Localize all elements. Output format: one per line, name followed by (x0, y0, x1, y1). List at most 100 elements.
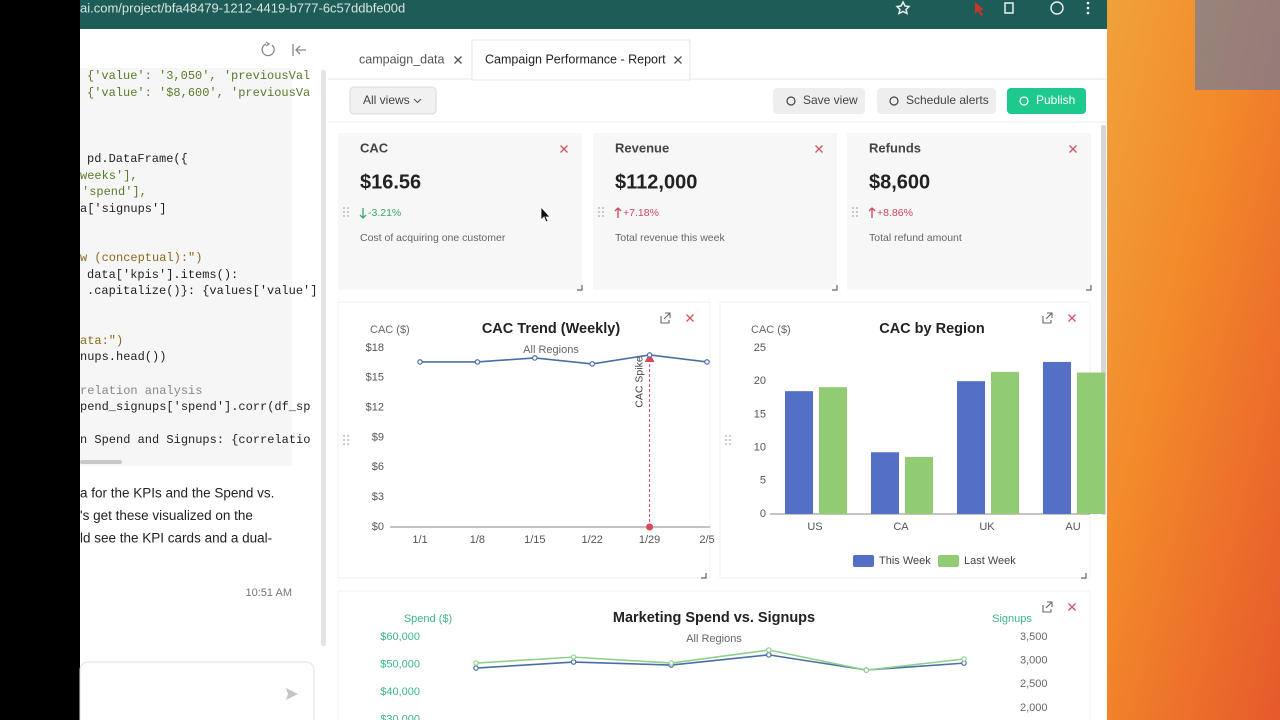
drag-handle[interactable] (343, 215, 345, 217)
resize-handle[interactable] (832, 285, 838, 291)
close-icon[interactable] (1069, 145, 1077, 153)
resize-handle[interactable] (577, 285, 583, 291)
drag-handle[interactable] (725, 439, 727, 441)
series-line (475, 649, 965, 671)
drag-handle[interactable] (598, 215, 600, 217)
drag-handle[interactable] (343, 435, 345, 437)
drag-handle[interactable] (725, 435, 727, 437)
tab[interactable]: campaign_data (359, 52, 445, 66)
drag-handle[interactable] (602, 215, 604, 217)
action-label: Publish (1036, 93, 1075, 107)
x-tick-label: 1/8 (470, 534, 485, 546)
drag-handle[interactable] (598, 207, 600, 209)
drag-handle[interactable] (729, 443, 731, 445)
drag-handle[interactable] (856, 215, 858, 217)
refresh-icon[interactable] (261, 41, 275, 57)
kpi-card (847, 133, 1091, 290)
y-tick-label: $50,000 (380, 658, 420, 670)
point (473, 660, 479, 666)
extension-icon[interactable] (975, 2, 984, 16)
x-tick-label: CA (893, 521, 909, 533)
view-menu[interactable] (349, 86, 437, 115)
y-tick-label: 15 (754, 408, 766, 420)
drag-handle[interactable] (347, 439, 349, 441)
close-icon[interactable] (686, 314, 694, 322)
action-button[interactable] (773, 88, 865, 114)
y-tick-label: 10 (754, 442, 766, 454)
action-button[interactable] (1007, 88, 1086, 114)
bar (819, 387, 847, 514)
drag-handle[interactable] (852, 211, 854, 213)
view-menu-label: All views (363, 93, 410, 107)
drag-handle[interactable] (602, 211, 604, 213)
close-icon[interactable] (815, 145, 823, 153)
action-button[interactable] (877, 88, 996, 114)
drag-handle[interactable] (343, 439, 345, 441)
point (473, 665, 479, 671)
open-icon[interactable] (660, 312, 671, 324)
drag-handle[interactable] (856, 211, 858, 213)
drag-handle[interactable] (347, 211, 349, 213)
drag-handle[interactable] (856, 207, 858, 209)
drag-handle[interactable] (343, 443, 345, 445)
chart-card (337, 590, 1091, 720)
chart-subtitle: All Regions (523, 344, 579, 356)
button-icon (786, 96, 796, 106)
y-tick-label: 2,500 (1020, 678, 1048, 690)
code-line: data['kpis'].items(): (87, 268, 238, 282)
kpi-value: $112,000 (615, 171, 697, 193)
kpi-card (593, 133, 837, 290)
menu-dot[interactable] (1086, 6, 1090, 10)
chat-input[interactable] (79, 661, 315, 720)
y2-axis-label: Signups (992, 613, 1032, 625)
legend-swatch (938, 555, 959, 567)
y-tick-label: $12 (366, 402, 384, 414)
drag-handle[interactable] (343, 211, 345, 213)
resize-handle[interactable] (1081, 573, 1087, 579)
x-tick-label: 1/1 (412, 534, 427, 546)
close-icon[interactable] (674, 56, 682, 64)
drag-handle[interactable] (347, 435, 349, 437)
drag-handle[interactable] (602, 207, 604, 209)
y-tick-label: $9 (372, 431, 384, 443)
kpi-description: Total refund amount (869, 232, 962, 244)
y-tick-label: $6 (372, 461, 384, 473)
panel-scrollbar (321, 70, 326, 646)
open-icon[interactable] (1042, 312, 1053, 324)
collapse-icon[interactable] (292, 44, 306, 56)
drag-handle[interactable] (347, 215, 349, 217)
drag-handle[interactable] (347, 443, 349, 445)
drag-handle[interactable] (852, 207, 854, 209)
open-icon[interactable] (1042, 601, 1053, 613)
drag-handle[interactable] (729, 439, 731, 441)
drag-handle[interactable] (343, 207, 345, 209)
x-tick-label: AU (1065, 521, 1080, 533)
menu-dot[interactable] (1086, 11, 1090, 15)
close-icon[interactable] (1068, 314, 1076, 322)
desktop-blue (1195, 0, 1280, 90)
send-button[interactable] (286, 688, 298, 700)
close-icon[interactable] (560, 145, 568, 153)
y-axis-label: CAC ($) (370, 324, 410, 336)
drag-handle[interactable] (725, 443, 727, 445)
chart-title: CAC Trend (Weekly) (482, 321, 620, 337)
drag-handle[interactable] (729, 435, 731, 437)
resize-handle[interactable] (1086, 285, 1092, 291)
kpi-title: Refunds (869, 140, 921, 155)
x-tick-label: 1/22 (581, 534, 602, 546)
action-label: Save view (803, 93, 858, 107)
drag-handle[interactable] (852, 215, 854, 217)
browser-icons (895, 0, 1064, 15)
point (570, 654, 577, 660)
drag-handle[interactable] (598, 211, 600, 213)
drag-handle[interactable] (347, 207, 349, 209)
resize-handle[interactable] (701, 573, 707, 579)
close-icon[interactable] (454, 56, 462, 64)
legend-swatch (853, 555, 874, 567)
tab[interactable]: Campaign Performance - Report (485, 52, 666, 66)
menu-dot[interactable] (1086, 1, 1090, 5)
point (570, 659, 577, 665)
url[interactable]: ai.com/project/bfa48479-1212-4419-b777-6… (80, 0, 405, 15)
close-icon[interactable] (1068, 603, 1076, 611)
